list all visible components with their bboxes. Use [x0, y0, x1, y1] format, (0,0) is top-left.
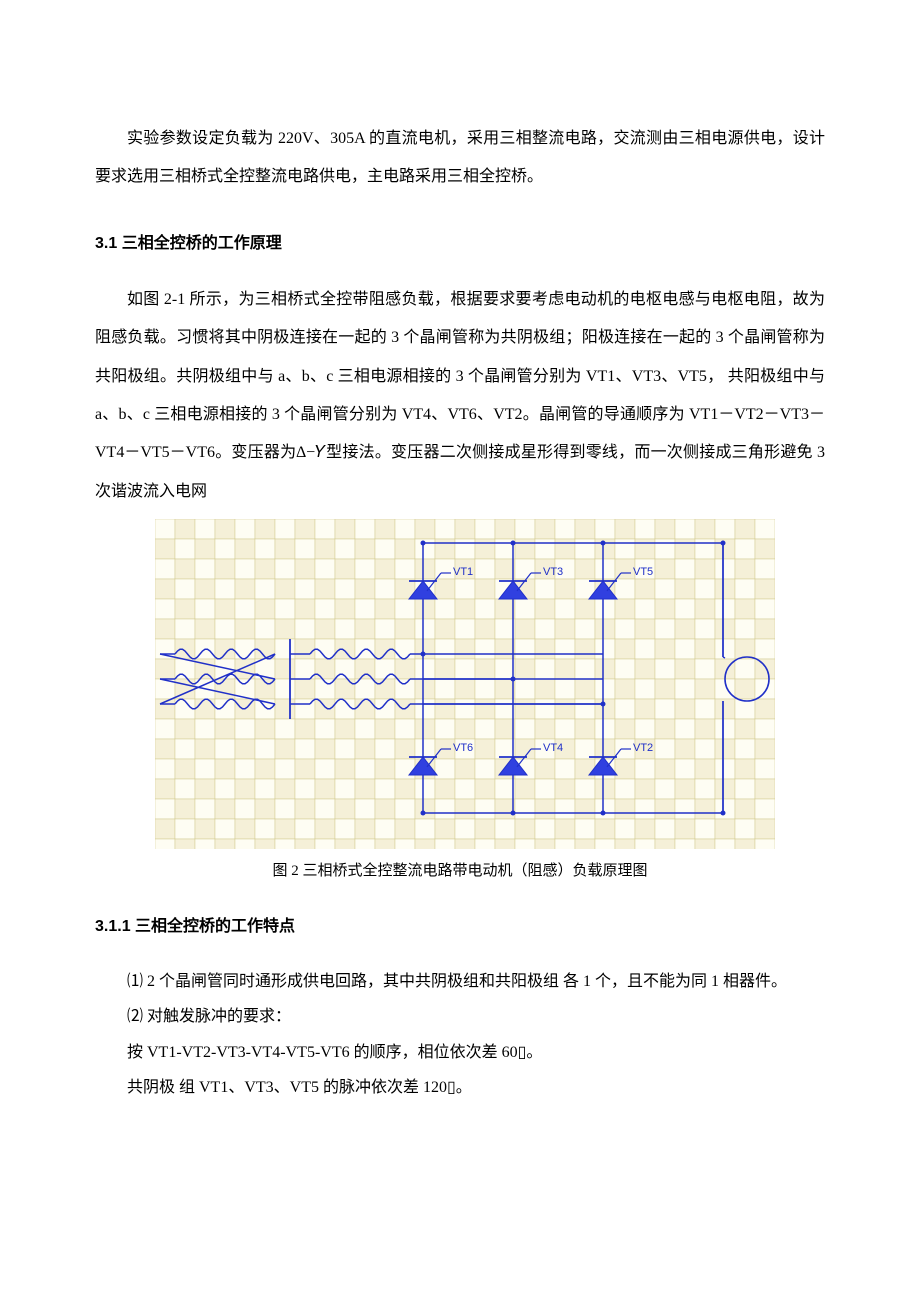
line-4: 共阴极 组 VT1、VT3、VT5 的脉冲依次差 120▯。 [95, 1070, 825, 1105]
line-3: 按 VT1-VT2-VT3-VT4-VT5-VT6 的顺序，相位依次差 60▯。 [95, 1035, 825, 1070]
figure-caption: 图 2 三相桥式全控整流电路带电动机（阻感）负载原理图 [95, 859, 825, 880]
heading-3-1: 3.1 三相全控桥的工作原理 [95, 229, 825, 253]
svg-text:VT4: VT4 [543, 742, 563, 754]
svg-text:VT1: VT1 [453, 566, 473, 578]
circuit-diagram: MVT1VT3VT5VT6VT4VT2 [155, 519, 825, 849]
three-phase-bridge-svg: MVT1VT3VT5VT6VT4VT2 [155, 519, 775, 849]
intro-paragraph: 实验参数设定负载为 220V、305A 的直流电机，采用三相整流电路，交流测由三… [95, 120, 825, 197]
svg-text:VT5: VT5 [633, 566, 653, 578]
section-3-1-para: 如图 2-1 所示，为三相桥式全控带阻感负载，根据要求要考虑电动机的电枢电感与电… [95, 281, 825, 511]
svg-text:VT2: VT2 [633, 742, 653, 754]
svg-text:VT3: VT3 [543, 566, 563, 578]
item-1: ⑴ 2 个晶闸管同时通形成供电回路，其中共阴极组和共阳极组 各 1 个，且不能为… [95, 964, 825, 999]
document-page: 实验参数设定负载为 220V、305A 的直流电机，采用三相整流电路，交流测由三… [0, 0, 920, 1185]
svg-text:VT6: VT6 [453, 742, 473, 754]
heading-3-1-1: 3.1.1 三相全控桥的工作特点 [95, 912, 825, 936]
item-2: ⑵ 对触发脉冲的要求： [95, 999, 825, 1034]
